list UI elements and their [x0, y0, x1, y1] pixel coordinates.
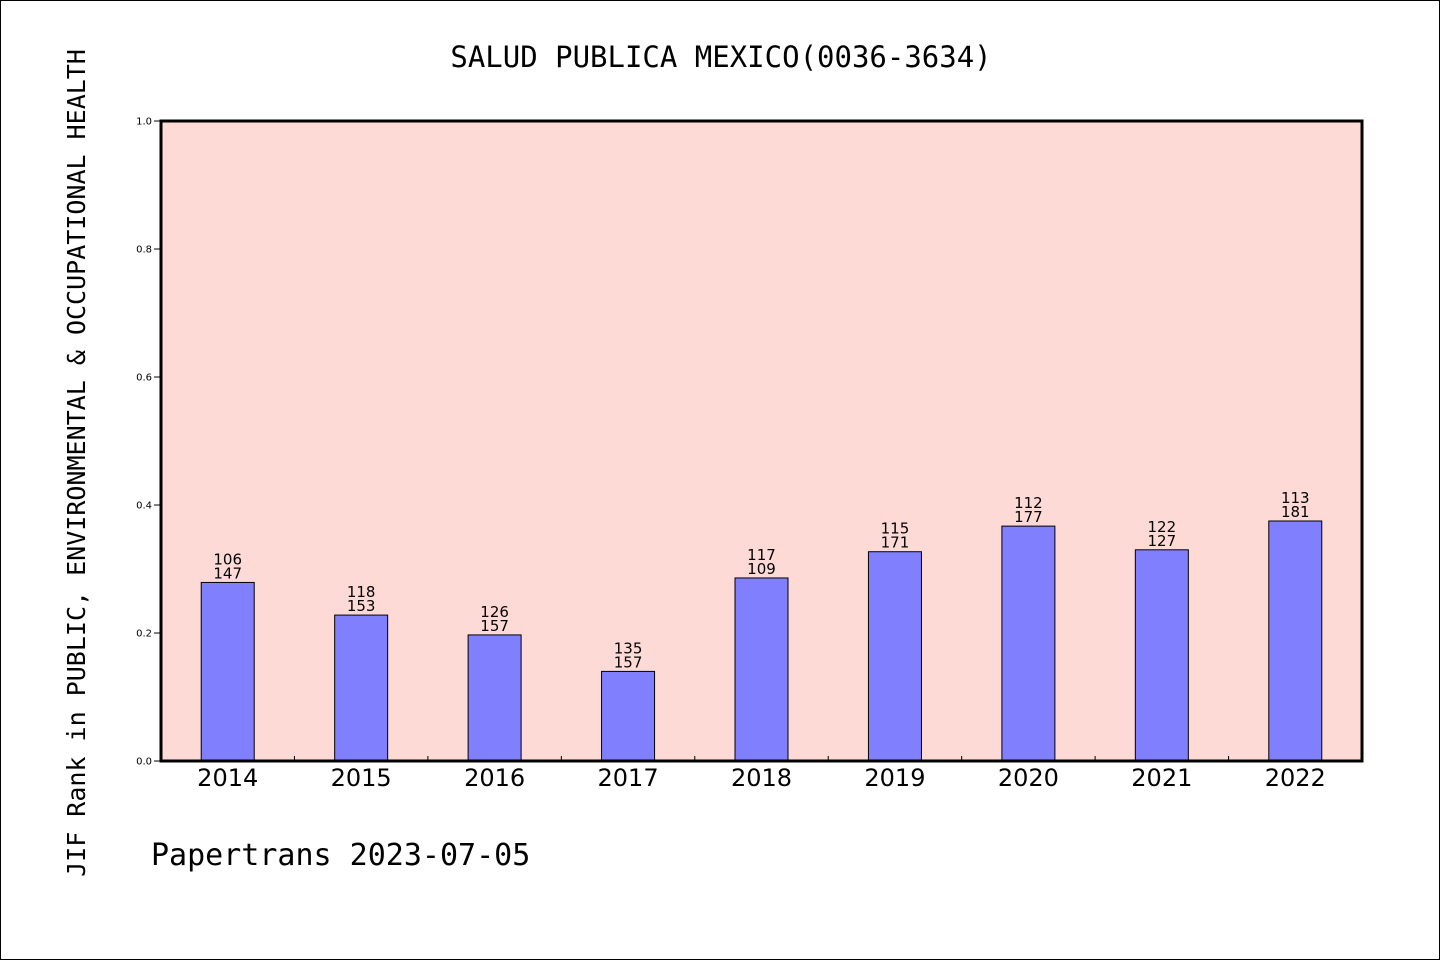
x-axis: 2014 2015 2016 2017 2018 2019 2020 2021 2022 [197, 756, 1326, 792]
bar-2017 [601, 670, 656, 762]
data-label-top-2017: 135 [614, 639, 643, 657]
data-label-bottom-2018: 109 [747, 560, 776, 578]
y-axis: 0.0 0.2 0.4 0.6 0.8 1.0 [136, 117, 161, 768]
data-label-top-2021: 122 [1148, 518, 1177, 536]
data-label-top-2022: 113 [1281, 489, 1310, 507]
footer-credit: Papertrans 2023-07-05 [151, 838, 530, 873]
y-tick-label: 0.2 [136, 629, 152, 640]
x-tick-label-2019: 2019 [864, 764, 925, 792]
x-tick-label-2015: 2015 [331, 764, 392, 792]
bar-2016 [467, 634, 522, 762]
data-label-bottom-2021: 127 [1148, 532, 1177, 550]
chart-title: SALUD PUBLICA MEXICO(0036-3634) [450, 40, 991, 74]
data-label-top-2018: 117 [747, 546, 776, 564]
data-label-top-2014: 106 [213, 550, 242, 568]
y-axis-label: JIF Rank in PUBLIC, ENVIRONMENTAL & OCCU… [62, 49, 91, 877]
bar-2022 [1268, 520, 1323, 762]
y-tick-label: 0.6 [136, 373, 152, 384]
bar-2014 [200, 581, 255, 762]
data-label-bottom-2019: 171 [881, 534, 910, 552]
bar-2020 [1001, 525, 1056, 762]
x-tick-label-2020: 2020 [998, 764, 1059, 792]
x-tick-label-2022: 2022 [1265, 764, 1326, 792]
y-tick-label: 1.0 [136, 117, 152, 128]
bar-2019 [867, 551, 922, 762]
x-tick-label-2021: 2021 [1131, 764, 1192, 792]
data-label-top-2015: 118 [347, 583, 376, 601]
plot-frame [159, 119, 1364, 763]
x-tick-label-2016: 2016 [464, 764, 525, 792]
bar-2021 [1134, 549, 1189, 762]
data-label-bottom-2017: 157 [614, 653, 643, 671]
x-tick-label-2018: 2018 [731, 764, 792, 792]
data-label-top-2016: 126 [480, 603, 509, 621]
data-label-top-2020: 112 [1014, 494, 1043, 512]
x-tick-label-2017: 2017 [598, 764, 659, 792]
x-tick-label-2014: 2014 [197, 764, 258, 792]
data-label-bottom-2014: 147 [213, 564, 242, 582]
y-tick-label: 0.8 [136, 245, 152, 256]
y-tick-label: 0.0 [136, 757, 152, 768]
data-label-top-2019: 115 [881, 520, 910, 538]
data-label-bottom-2022: 181 [1281, 503, 1310, 521]
data-label-bottom-2020: 177 [1014, 508, 1043, 526]
bars-layer [200, 520, 1323, 762]
bar-2018 [734, 577, 789, 762]
bar-2015 [334, 614, 389, 762]
data-label-bottom-2016: 157 [480, 617, 509, 635]
data-label-bottom-2015: 153 [347, 597, 376, 615]
y-tick-label: 0.4 [136, 501, 152, 512]
